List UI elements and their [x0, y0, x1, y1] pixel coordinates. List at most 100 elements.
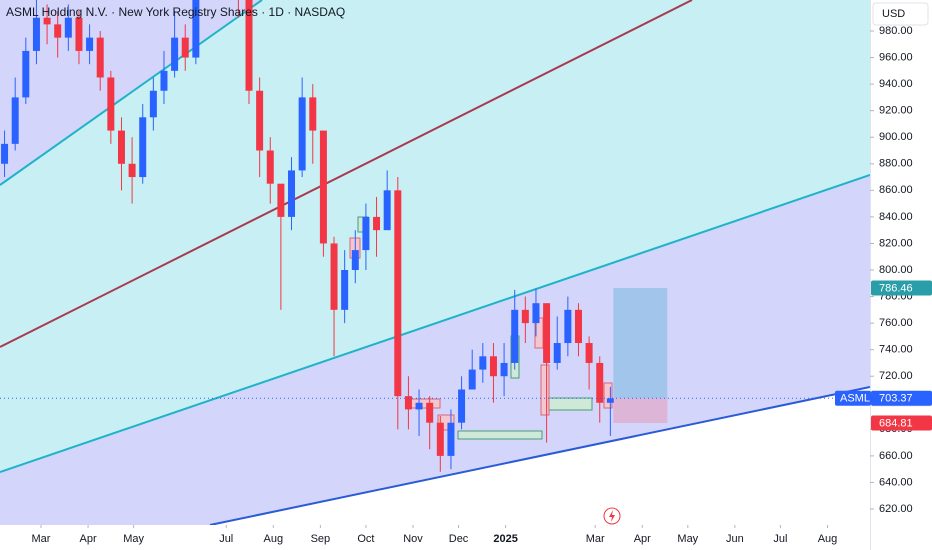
candle-body — [43, 17, 51, 25]
y-tick-label: 900.00 — [879, 131, 913, 143]
candle-body — [309, 97, 317, 131]
trend-line — [0, 0, 263, 186]
time-axis — [0, 525, 870, 550]
candle-body — [96, 37, 104, 78]
candle-body — [521, 309, 529, 324]
chart-title: ASML Holding N.V. · New York Registry Sh… — [6, 5, 345, 19]
order-block — [543, 397, 593, 411]
candle-body — [277, 183, 285, 217]
x-tick-label: Jul — [219, 533, 233, 545]
candle-body — [64, 17, 72, 38]
candle-body — [160, 70, 168, 91]
y-tick-label: 740.00 — [879, 344, 913, 356]
candle-body — [330, 243, 338, 310]
candle-body — [117, 130, 125, 164]
candle-body — [606, 398, 614, 403]
candle-body — [22, 50, 30, 98]
candle-body — [256, 90, 264, 151]
drawings — [0, 0, 870, 525]
x-tick-label: Jun — [726, 533, 744, 545]
candle-body — [298, 97, 306, 171]
candle-body — [362, 216, 370, 251]
y-tick-label: 940.00 — [879, 78, 913, 90]
order-block — [457, 430, 543, 440]
y-tick-label: 960.00 — [879, 51, 913, 63]
candle-body — [171, 37, 179, 71]
candle-body — [128, 163, 136, 178]
candle-body — [436, 422, 444, 456]
candles — [1, 0, 614, 472]
target-tag-label: 786.46 — [879, 282, 913, 294]
x-tick-label: Nov — [403, 533, 423, 545]
last-price-tag — [871, 390, 932, 406]
candle-body — [373, 216, 381, 231]
y-tick-label: 720.00 — [879, 370, 913, 382]
trend-line — [0, 174, 870, 473]
target-zone — [613, 287, 668, 399]
candle-body — [139, 117, 147, 178]
x-tick-label: May — [123, 533, 144, 545]
candle-body — [543, 303, 551, 363]
candle-body — [564, 309, 572, 344]
y-tick-label: 920.00 — [879, 105, 913, 117]
x-tick-label: Oct — [357, 533, 374, 545]
candle-body — [1, 143, 9, 164]
y-tick-label: 640.00 — [879, 476, 913, 488]
x-tick-label: May — [677, 533, 698, 545]
candle-body — [54, 24, 62, 38]
candle-body — [585, 343, 593, 363]
x-tick-label: Jul — [773, 533, 787, 545]
upper-channel-fill — [0, 0, 870, 472]
candle-body — [11, 97, 19, 144]
y-tick-label: 660.00 — [879, 450, 913, 462]
x-tick-label: Dec — [449, 533, 469, 545]
candle-body — [75, 17, 83, 51]
order-block — [603, 382, 613, 409]
y-tick-label: 820.00 — [879, 237, 913, 249]
x-tick-label: Sep — [311, 533, 331, 545]
currency-button[interactable] — [872, 2, 929, 26]
candle-body — [532, 303, 540, 324]
order-block — [409, 398, 441, 409]
stop-tag-label: 684.81 — [879, 417, 913, 429]
candle-body — [192, 0, 200, 58]
symbol-tag — [835, 390, 871, 406]
y-tick-label: 760.00 — [879, 317, 913, 329]
x-tick-label: Aug — [264, 533, 284, 545]
order-block — [540, 364, 550, 416]
overlay — [0, 287, 870, 423]
candle-body — [32, 17, 40, 51]
candle-body — [181, 37, 189, 58]
symbol-tag-label: ASML — [840, 393, 870, 405]
candle-body — [404, 396, 412, 410]
candle-body — [574, 309, 582, 344]
y-tick-label: 620.00 — [879, 503, 913, 515]
y-tick-label: 840.00 — [879, 211, 913, 223]
candle-body — [500, 362, 508, 377]
target-tag — [871, 280, 932, 296]
candle-body — [468, 369, 476, 390]
candle-body — [245, 0, 253, 91]
x-tick-label: Apr — [80, 533, 97, 545]
y-tick-label: 860.00 — [879, 184, 913, 196]
candle-body — [149, 90, 157, 118]
x-tick-label: Aug — [818, 533, 838, 545]
candle-body — [394, 190, 402, 397]
x-tick-label: Apr — [634, 533, 651, 545]
candle-body — [553, 343, 561, 363]
support-line — [209, 386, 870, 525]
last-price-tag-label: 703.37 — [879, 393, 913, 405]
trend-line — [0, 0, 693, 348]
candle-body — [458, 389, 466, 423]
candle-body — [86, 37, 94, 51]
stop-zone — [613, 398, 668, 423]
candle-body — [351, 250, 359, 271]
candle-body — [288, 170, 296, 217]
stop-tag — [871, 415, 932, 431]
candle-body — [596, 362, 604, 403]
currency[interactable]: USD — [882, 8, 905, 20]
y-tick-label: 980.00 — [879, 25, 913, 37]
candle-body — [341, 270, 349, 310]
price-axis — [870, 0, 932, 550]
